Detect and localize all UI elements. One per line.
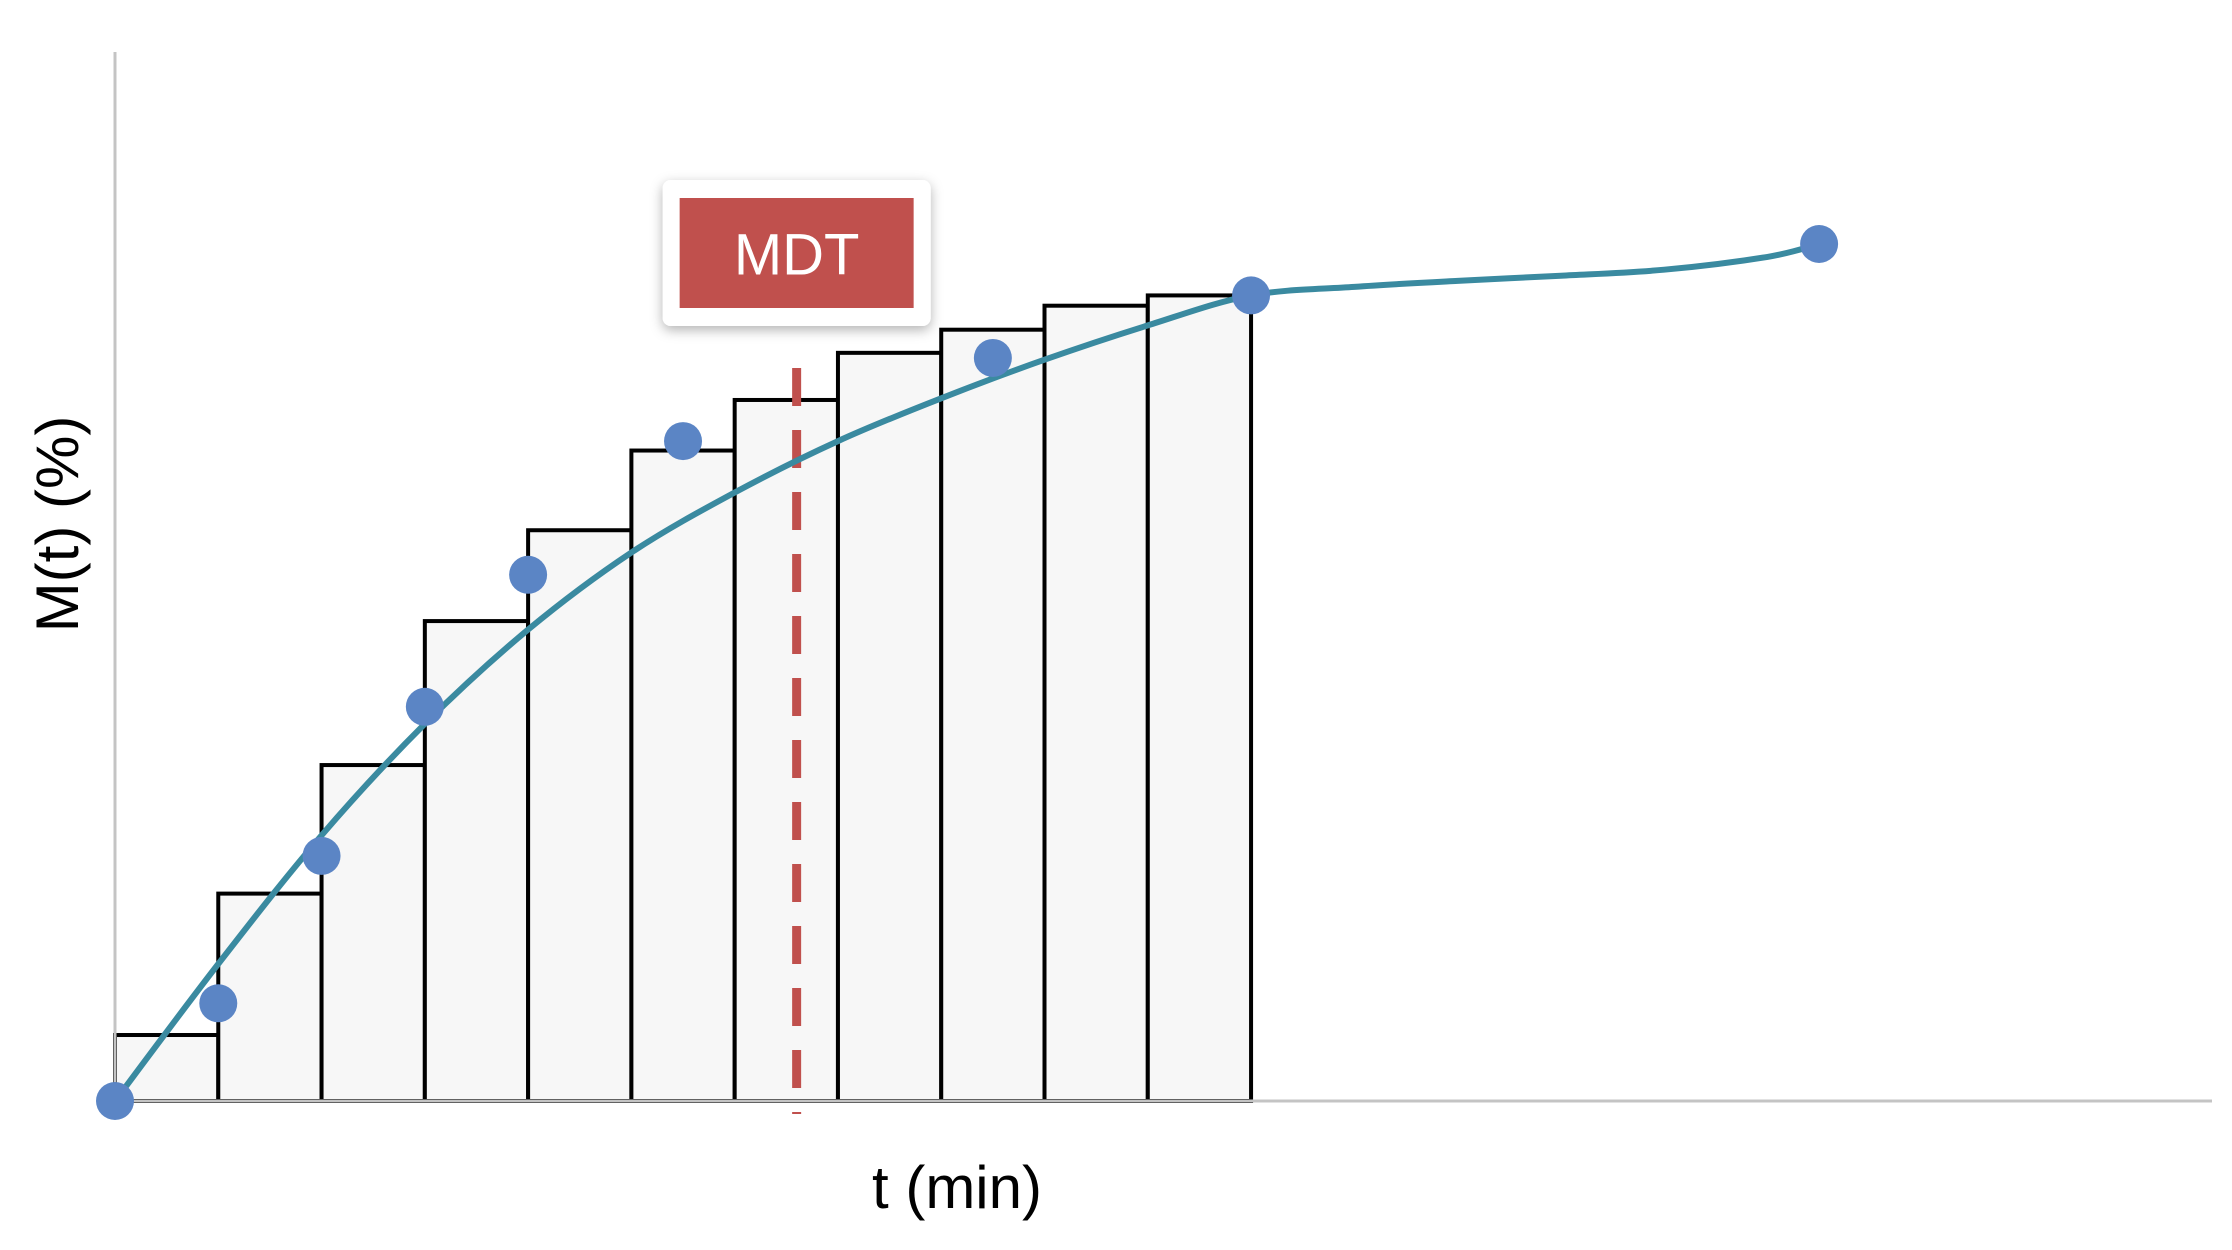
- bar-7: [732, 397, 840, 1103]
- data-point-3: [302, 836, 341, 875]
- data-point-6: [664, 422, 703, 461]
- data-point-1: [96, 1082, 134, 1120]
- data-point-8: [1232, 276, 1271, 315]
- data-point-9: [1800, 225, 1839, 263]
- data-point-5: [509, 555, 548, 594]
- bar-9: [939, 327, 1047, 1103]
- y-axis-title: M(t) (%): [24, 416, 91, 633]
- data-point-7: [973, 338, 1012, 377]
- mdt-label-fill: [679, 198, 914, 308]
- bar-10: [1042, 303, 1150, 1104]
- bar-8: [835, 350, 944, 1103]
- axes-layer: [113, 52, 2212, 1103]
- data-point-2: [199, 984, 238, 1023]
- bar-11: [1145, 293, 1254, 1104]
- mdt-layer: MDT: [662, 180, 931, 1114]
- bars-layer: [113, 293, 1254, 1104]
- data-point-4: [405, 687, 444, 726]
- points-layer: [96, 225, 1839, 1120]
- mdt-label: MDT: [734, 223, 860, 288]
- bar-6: [629, 448, 737, 1103]
- fitted-curve: [112, 241, 1823, 1104]
- bar-4: [422, 619, 531, 1104]
- x-axis-title: t (min): [872, 1154, 1042, 1221]
